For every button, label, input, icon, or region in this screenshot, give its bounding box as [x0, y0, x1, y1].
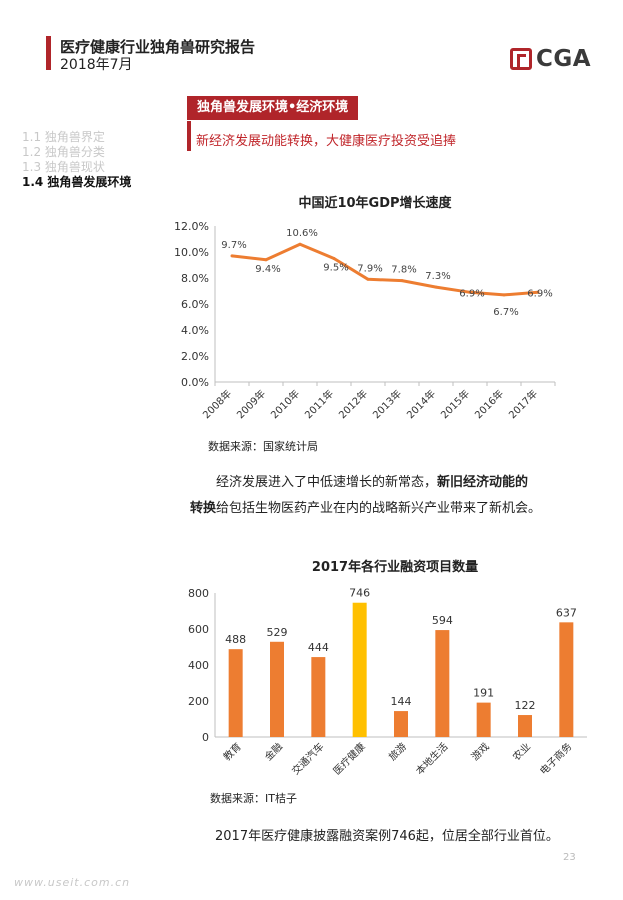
gdp-y-tick-label: 2.0%	[181, 350, 209, 363]
gdp-x-tick-label: 2010年	[268, 387, 302, 421]
invest-data-label: 122	[515, 699, 536, 712]
invest-x-tick-label: 教育	[220, 740, 243, 763]
invest-x-tick-label: 农业	[510, 740, 533, 763]
gdp-data-label: 9.5%	[323, 263, 348, 274]
section-tag: 独角兽发展环境•经济环境	[187, 96, 359, 120]
gdp-data-point	[434, 285, 438, 289]
gdp-y-tick-label: 10.0%	[174, 246, 209, 259]
invest-bar	[270, 641, 284, 737]
invest-y-tick-label: 400	[188, 659, 209, 672]
gdp-data-label: 9.4%	[255, 264, 280, 275]
invest-x-tick-label: 游戏	[468, 740, 491, 763]
report-title: 医疗健康行业独角兽研究报告	[60, 38, 256, 56]
invest-y-tick-label: 200	[188, 695, 209, 708]
invest-x-tick-label: 医疗健康	[330, 740, 367, 777]
paragraph-bold-text: 新旧经济动能的	[437, 475, 529, 490]
invest-chart-title: 2017年各行业融资项目数量	[311, 560, 479, 575]
gdp-data-label: 6.7%	[493, 307, 518, 318]
toc-item-active[interactable]: 1.4 独角兽发展环境	[22, 175, 132, 189]
toc-item[interactable]: 1.3 独角兽现状	[22, 160, 105, 174]
invest-x-tick-label: 电子商务	[537, 740, 574, 777]
invest-y-tick-label: 800	[188, 587, 209, 600]
gdp-data-label: 6.9%	[459, 288, 484, 299]
invest-bar	[352, 602, 367, 737]
cga-logo-icon	[510, 48, 532, 70]
gdp-data-label: 7.3%	[425, 271, 450, 282]
invest-bar	[228, 649, 243, 737]
footer-watermark-url: www.useit.com.cn	[14, 876, 131, 889]
gdp-data-point	[332, 257, 336, 260]
gdp-y-tick-label: 4.0%	[181, 324, 209, 337]
gdp-data-label: 7.9%	[357, 263, 382, 274]
invest-data-label: 746	[349, 587, 370, 600]
invest-data-label: 594	[432, 614, 453, 627]
gdp-data-point	[264, 258, 268, 262]
paragraph-text: 给包括生物医药产业在内的战略新兴产业带来了新机会。	[216, 501, 542, 516]
gdp-data-label: 7.8%	[391, 265, 416, 276]
paragraph-health-investment: 2017年医疗健康披露融资案例746起，位居全部行业首位。	[215, 829, 559, 844]
gdp-x-tick-label: 2014年	[404, 387, 438, 421]
gdp-chart-title: 中国近10年GDP增长速度	[298, 196, 452, 211]
invest-y-tick-label: 0	[202, 731, 209, 744]
invest-bar	[476, 702, 491, 737]
invest-bar	[518, 715, 532, 737]
gdp-data-label: 9.7%	[221, 240, 246, 251]
gdp-x-tick-label: 2015年	[438, 387, 472, 421]
invest-x-tick-label: 本地生活	[413, 740, 450, 777]
paragraph-text: 经济发展进入了中低速增长的新常态，	[216, 475, 438, 490]
gdp-line-chart: 0.0% 2.0% 4.0% 6.0% 8.0% 10.0% 12.0% 2008年 2009年…	[174, 220, 556, 421]
gdp-x-tick-label: 2012年	[336, 387, 370, 421]
invest-x-tick-label: 金融	[262, 740, 285, 763]
invest-data-label: 529	[267, 626, 288, 639]
invest-bar	[559, 622, 574, 737]
gdp-x-tick-label: 2017年	[506, 387, 540, 421]
gdp-data-point	[298, 242, 302, 246]
paragraph-economy: 经济发展进入了中低速增长的新常态，新旧经济动能的 转换给包括生物医药产业在内的战…	[190, 470, 590, 522]
section-subtitle: 新经济发展动能转换，大健康医疗投资受追捧	[196, 134, 457, 149]
invest-x-tick-label: 旅游	[386, 740, 409, 763]
cga-logo-text: CGA	[536, 46, 592, 72]
gdp-series-line	[231, 242, 539, 297]
paragraph-bold-text: 转换	[190, 501, 217, 516]
gdp-chart-source: 数据来源：国家统计局	[208, 440, 318, 453]
invest-chart-source: 数据来源：IT桔子	[210, 792, 297, 805]
report-date: 2018年7月	[60, 57, 133, 73]
header-accent-bar	[46, 36, 51, 70]
invest-bar-chart: 0 200 400 600 800 488 教育 529 金融 444 交通汽车 746 医疗健康 144…	[188, 587, 587, 777]
invest-data-label: 144	[391, 695, 412, 708]
toc-item[interactable]: 1.1 独角兽界定	[22, 130, 105, 144]
gdp-x-tick-label: 2008年	[200, 387, 234, 421]
invest-x-tick-label: 交通汽车	[289, 740, 326, 777]
gdp-y-tick-label: 8.0%	[181, 272, 209, 285]
page-number: 23	[563, 852, 576, 863]
invest-bar	[435, 630, 450, 737]
toc-item[interactable]: 1.2 独角兽分类	[22, 145, 105, 159]
gdp-x-tick-label: 2016年	[472, 387, 506, 421]
gdp-data-point	[400, 279, 404, 283]
gdp-data-point	[230, 254, 234, 258]
gdp-data-point	[468, 290, 472, 294]
invest-data-label: 191	[473, 687, 494, 700]
cga-logo: CGA	[510, 44, 600, 74]
gdp-x-tick-label: 2011年	[302, 387, 336, 421]
invest-data-label: 444	[308, 641, 329, 654]
invest-data-label: 637	[556, 606, 577, 619]
invest-bar	[311, 657, 326, 737]
gdp-x-tick-label: 2009年	[234, 387, 268, 421]
invest-data-label: 488	[225, 633, 246, 646]
section-accent-line	[187, 121, 191, 151]
table-of-contents: 1.1 独角兽界定 1.2 独角兽分类 1.3 独角兽现状 1.4 独角兽发展环…	[22, 130, 131, 190]
gdp-data-label: 6.9%	[527, 288, 552, 299]
gdp-y-tick-label: 0.0%	[181, 376, 209, 389]
gdp-y-tick-label: 6.0%	[181, 298, 209, 311]
invest-bar	[394, 711, 408, 737]
gdp-data-point	[536, 290, 540, 294]
gdp-data-point	[502, 293, 506, 297]
gdp-data-label: 10.6%	[286, 228, 318, 239]
gdp-y-tick-label: 12.0%	[174, 220, 209, 233]
gdp-x-tick-label: 2013年	[370, 387, 404, 421]
invest-y-tick-label: 600	[188, 623, 209, 636]
gdp-data-point	[366, 277, 370, 281]
